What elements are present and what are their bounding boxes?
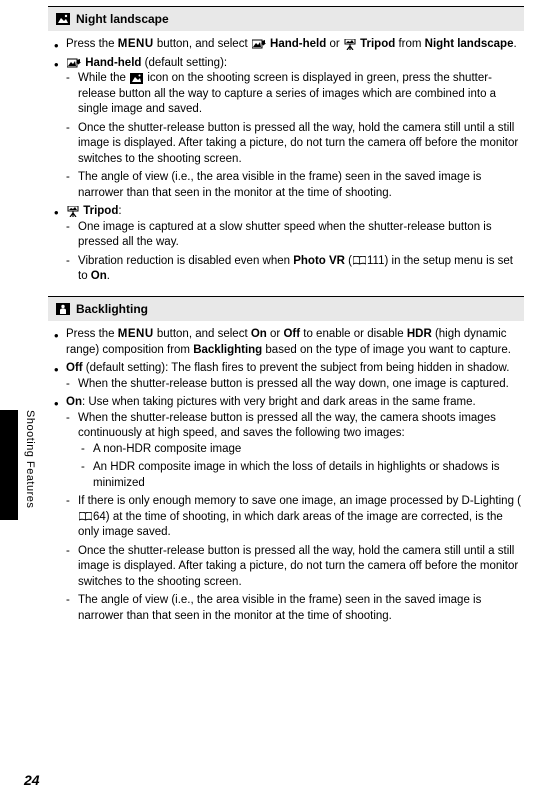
- list-item: Once the shutter-release button is press…: [66, 121, 524, 168]
- list-item: An HDR composite image in which the loss…: [81, 460, 524, 491]
- list-item: When the shutter-release button is press…: [66, 411, 524, 492]
- night-landscape-icon: [130, 73, 143, 84]
- menu-button-label: MENU: [118, 38, 154, 50]
- side-label: Shooting Features: [22, 410, 37, 508]
- section-backlighting: Backlighting: [48, 296, 524, 321]
- list-item: The angle of view (i.e., the area visibl…: [66, 170, 524, 201]
- book-ref-icon: [353, 256, 366, 265]
- side-tab: [0, 410, 18, 520]
- list-item: Tripod: One image is captured at a slow …: [52, 204, 524, 285]
- page-number: 24: [24, 771, 40, 790]
- list-item: Press the MENU button, and select Hand-h…: [52, 37, 524, 53]
- list-item: If there is only enough memory to save o…: [66, 494, 524, 541]
- tripod-icon: [344, 39, 356, 50]
- list-item: Vibration reduction is disabled even whe…: [66, 254, 524, 285]
- handheld-icon: [252, 39, 266, 49]
- list-item: Hand-held (default setting): While the i…: [52, 56, 524, 202]
- list-item: One image is captured at a slow shutter …: [66, 220, 524, 251]
- book-ref-icon: [79, 512, 92, 521]
- section-night-landscape: Night landscape: [48, 6, 524, 31]
- list-item: When the shutter-release button is press…: [66, 377, 524, 393]
- page-content: Night landscape Press the MENU button, a…: [0, 0, 552, 647]
- night-landscape-icon: [56, 13, 70, 25]
- section-title: Backlighting: [76, 301, 148, 317]
- list-item: Off (default setting): The flash fires t…: [52, 361, 524, 392]
- bullet-list: Press the MENU button, and select On or …: [48, 327, 524, 624]
- menu-button-label: MENU: [118, 328, 154, 340]
- section-title: Night landscape: [76, 11, 169, 27]
- handheld-icon: [67, 58, 81, 68]
- list-item: The angle of view (i.e., the area visibl…: [66, 593, 524, 624]
- tripod-icon: [67, 206, 79, 217]
- bullet-list: Press the MENU button, and select Hand-h…: [48, 37, 524, 285]
- list-item: A non-HDR composite image: [81, 442, 524, 458]
- list-item: On: Use when taking pictures with very b…: [52, 395, 524, 624]
- backlighting-icon: [56, 303, 70, 315]
- list-item: Press the MENU button, and select On or …: [52, 327, 524, 358]
- list-item: While the icon on the shooting screen is…: [66, 71, 524, 118]
- list-item: Once the shutter-release button is press…: [66, 544, 524, 591]
